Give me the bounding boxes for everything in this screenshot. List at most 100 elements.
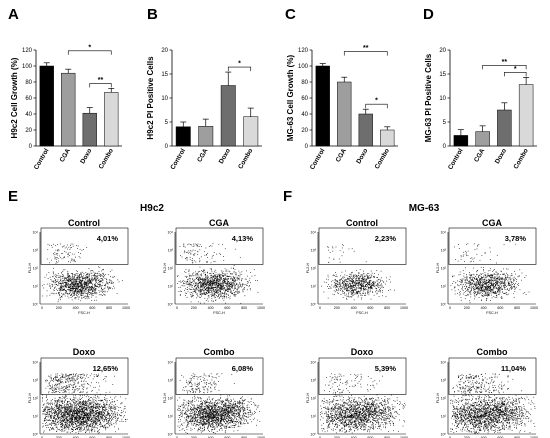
event-dot [77,399,79,401]
event-dot [76,279,78,280]
event-dot [187,251,188,253]
event-dot [46,395,48,396]
event-dot [113,282,114,283]
event-dot [104,376,106,377]
event-dot [71,424,72,426]
event-dot [85,409,87,411]
event-dot [90,419,92,421]
flow-x-tick-label: 400 [208,306,214,310]
event-dot [70,289,72,291]
event-dot [66,416,68,418]
event-dot [191,250,193,252]
event-dot [102,272,104,274]
event-dot [75,373,76,375]
event-dot [88,408,90,410]
event-dot [217,423,219,424]
event-dot [47,406,48,408]
significance-label: * [514,66,517,73]
event-dot [87,286,89,287]
event-dot [191,260,193,261]
event-dot [213,279,214,281]
event-dot [65,286,67,288]
event-dot [69,414,71,416]
event-dot [52,427,53,428]
event-dot [200,302,201,304]
event-dot [89,402,90,404]
event-dot [54,423,55,424]
event-dot [71,411,73,413]
event-dot [206,287,208,288]
event-dot [83,406,85,408]
event-dot [94,396,96,398]
event-dot [94,403,96,405]
event-dot [92,287,93,288]
event-dot [98,413,100,414]
event-dot [62,253,64,255]
event-dot [80,294,82,296]
event-dot [220,292,222,294]
event-dot [79,410,80,411]
event-dot [65,396,67,397]
event-dot [67,256,69,258]
event-dot [73,409,75,411]
panel-letter: B [147,6,158,23]
event-dot [93,415,94,417]
event-dot [78,281,80,282]
event-dot [74,293,75,294]
event-dot [109,418,111,420]
event-dot [45,425,47,426]
event-dot [65,387,67,389]
flow-x-tick-label: 600 [89,306,95,310]
event-dot [80,288,82,290]
event-dot [54,389,55,391]
event-dot [99,422,101,424]
event-dot [55,376,57,378]
event-dot [189,280,191,282]
event-dot [98,404,100,406]
event-dot [107,422,109,424]
event-dot [83,293,85,295]
event-dot [74,417,76,419]
event-dot [51,259,52,261]
event-dot [95,416,96,418]
event-dot [65,424,66,425]
event-dot [239,292,241,294]
event-dot [231,282,233,284]
event-dot [212,285,213,286]
event-dot [184,283,186,284]
event-dot [76,292,77,294]
event-dot [101,278,103,279]
event-dot [228,283,230,284]
event-dot [103,413,105,415]
event-dot [213,289,215,291]
event-dot [75,432,77,433]
event-dot [96,404,98,405]
event-dot [69,284,71,286]
flow-y-tick-label: 10⁴ [32,231,38,235]
event-dot [98,416,100,418]
event-dot [80,422,82,424]
event-dot [229,271,231,273]
event-dot [75,411,77,413]
event-dot [99,283,101,285]
event-dot [70,421,72,422]
event-dot [77,292,79,293]
event-dot [54,417,56,419]
event-dot [94,423,96,425]
event-dot [79,417,80,419]
event-dot [61,423,63,424]
event-dot [61,294,63,296]
event-dot [206,254,207,256]
event-dot [87,405,89,407]
event-dot [88,276,90,278]
event-dot [70,409,72,411]
event-dot [71,290,73,291]
event-dot [85,289,87,290]
event-dot [111,407,113,408]
event-dot [232,273,233,275]
event-dot [61,386,63,388]
event-dot [71,416,72,418]
event-dot [85,417,87,419]
event-dot [230,286,232,288]
event-dot [230,278,232,280]
